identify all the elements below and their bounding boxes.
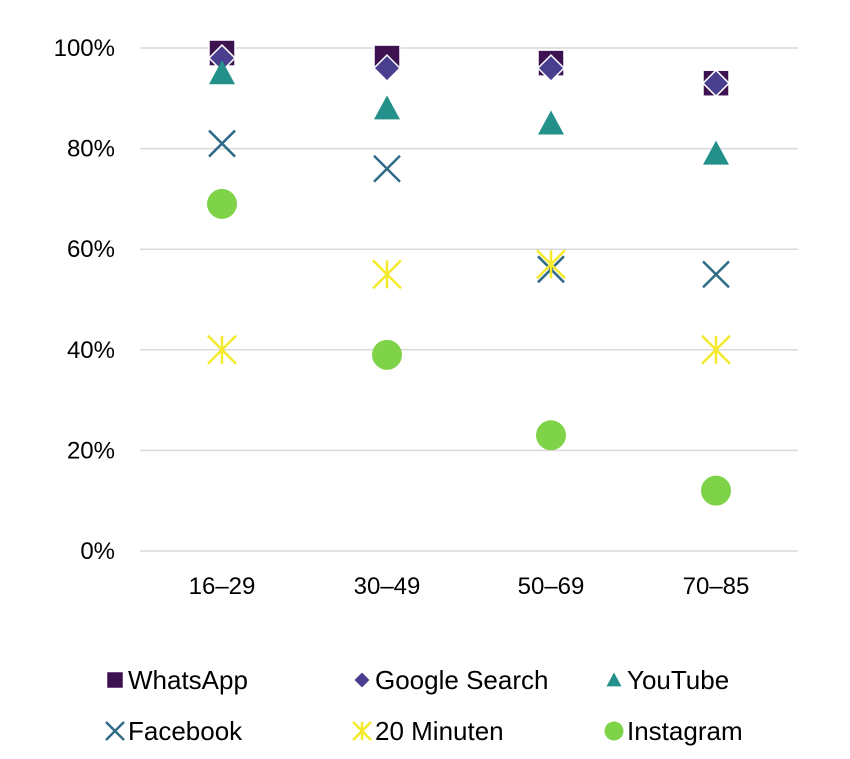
legend-marker-facebook [105,721,125,741]
youtube-point [374,95,400,120]
legend-label: YouTube [627,665,729,695]
legend-label: 20 Minuten [375,716,504,746]
20-minuten-point [207,334,237,365]
legend-item-youtube: YouTube [606,665,729,695]
youtube-point [209,60,235,85]
legend: WhatsApp Google Search YouTube Facebook 20 M… [105,665,743,746]
legend-marker-google-search [352,670,372,690]
legend-label: Instagram [627,716,743,746]
y-tick-label: 60% [67,236,115,263]
20-minuten-point [701,334,731,365]
x-axis-ticks: 16–29 30–49 50–69 70–85 [189,573,750,600]
google-search-point [701,69,731,98]
y-tick-label: 0% [80,538,115,565]
x-tick-label: 16–29 [189,573,256,600]
facebook-point [208,129,236,158]
facebook-point [373,154,401,183]
y-tick-label: 40% [67,337,115,364]
20-minuten-point [536,249,566,280]
gridlines [140,47,798,552]
y-tick-label: 100% [54,35,115,62]
youtube-point [703,140,729,165]
legend-label: Google Search [375,665,548,695]
legend-item-facebook: Facebook [105,716,243,746]
facebook-point [702,260,730,289]
y-tick-label: 80% [67,136,115,163]
google-search-point [536,54,566,83]
legend-item-google-search: Google Search [352,665,548,695]
instagram-point [372,339,402,370]
data-points [207,39,731,506]
legend-marker-youtube [606,672,622,687]
legend-label: WhatsApp [128,665,248,695]
google-search-point [372,54,402,83]
y-tick-label: 20% [67,437,115,464]
legend-item-instagram: Instagram [604,716,743,746]
legend-item-20-minuten: 20 Minuten [352,716,504,746]
x-tick-label: 50–69 [518,573,585,600]
x-tick-label: 30–49 [354,573,421,600]
legend-marker-20-minuten [352,721,372,741]
legend-marker-whatsapp [105,670,125,690]
legend-item-whatsapp: WhatsApp [105,665,248,695]
legend-marker-instagram [604,721,624,741]
instagram-point [701,475,731,506]
20-minuten-point [372,259,402,290]
x-tick-label: 70–85 [683,573,750,600]
instagram-point [536,420,566,451]
youtube-point [538,110,564,135]
instagram-point [207,188,237,219]
legend-label: Facebook [128,716,243,746]
y-axis-ticks: 0% 20% 40% 60% 80% 100% [54,35,115,565]
